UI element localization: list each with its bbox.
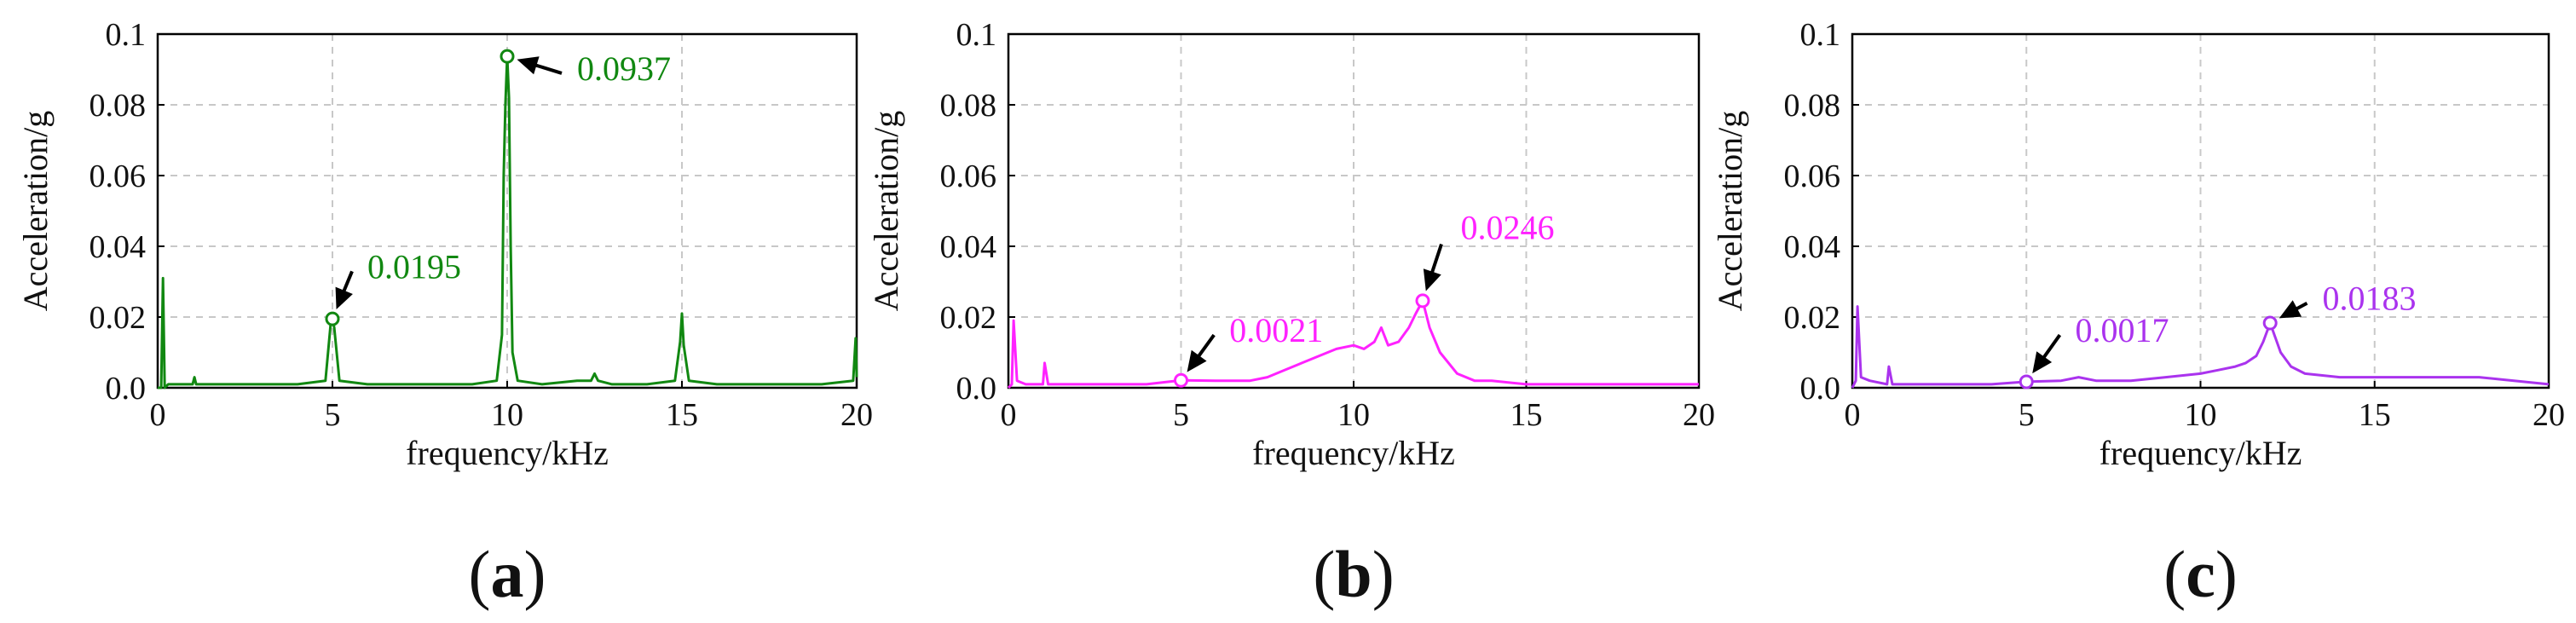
chart-b-y-tick-label: 0.02: [940, 300, 997, 336]
chart-a-x-tick-label: 10: [491, 397, 523, 433]
chart-c-x-axis-title: frequency/kHz: [2099, 434, 2302, 472]
chart-b-x-tick-label: 0: [1001, 397, 1017, 433]
chart-a-panel-label: (a): [469, 537, 546, 611]
chart-a-x-axis-title: frequency/kHz: [406, 434, 609, 472]
chart-b-series-line: [1007, 299, 1699, 389]
chart-a-x-tick-label: 5: [325, 397, 341, 433]
chart-c-x-tick-label: 20: [2533, 397, 2565, 433]
chart-c-annotation-label: 0.0183: [2322, 280, 2416, 318]
chart-b-annotation-label: 0.0021: [1229, 311, 1323, 349]
chart-b-y-tick-label: 0.0: [956, 371, 997, 407]
chart-b-y-tick-label: 0.08: [940, 88, 997, 124]
chart-a-annotation-arrow-head: [335, 286, 353, 309]
chart-c-y-tick-label: 0.02: [1784, 300, 1841, 336]
chart-a-annotation-arrow-head: [517, 56, 540, 75]
chart-a-y-tick-label: 0.08: [90, 88, 147, 124]
chart-c-y-tick-label: 0.08: [1784, 88, 1841, 124]
chart-a-annotation-label: 0.0937: [577, 49, 671, 88]
chart-a-y-axis-title: Acceleration/g: [16, 111, 55, 311]
chart-c-y-tick-label: 0.06: [1784, 159, 1841, 194]
chart-panel-a: 0 5 10 15 20 0.0 0.02 0.04 0.06 0.08 0.1 frequency/…: [16, 17, 873, 611]
chart-a-y-tick-label: 0.0: [106, 371, 147, 407]
chart-c-x-tick-label: 5: [2019, 397, 2035, 433]
chart-c-annotation-arrow-head: [2032, 351, 2053, 374]
chart-a-peak-marker: [325, 311, 340, 326]
chart-c-y-tick-label: 0.1: [1800, 17, 1841, 53]
chart-a-y-tick-label: 0.04: [90, 229, 147, 265]
chart-c-y-tick-label: 0.0: [1800, 371, 1841, 407]
chart-b-panel-letter: b: [1335, 537, 1372, 611]
chart-c-y-axis-title: Acceleration/g: [1711, 111, 1749, 311]
chart-b-x-tick-label: 20: [1683, 397, 1715, 433]
chart-b-annotation-arrow-head: [1423, 268, 1441, 291]
chart-c-x-tick-label: 10: [2185, 397, 2217, 433]
chart-panel-c: 0 5 10 15 20 0.0 0.02 0.04 0.06 0.08 0.1 frequency/…: [1711, 17, 2565, 611]
chart-b-x-tick-label: 10: [1337, 397, 1370, 433]
chart-a-y-tick-label: 0.06: [90, 159, 147, 194]
chart-a-x-tick-label: 15: [666, 397, 698, 433]
chart-a-y-tick-label: 0.1: [106, 17, 147, 53]
chart-b-x-tick-label: 15: [1510, 397, 1543, 433]
chart-c-annotation-label: 0.0017: [2075, 311, 2169, 349]
chart-a-peak-marker: [500, 49, 515, 64]
chart-panel-b: 0 5 10 15 20 0.0 0.02 0.04 0.06 0.08 0.1 frequency/…: [867, 17, 1715, 611]
chart-b-peak-marker: [1174, 372, 1188, 388]
chart-c-x-tick-label: 0: [1845, 397, 1861, 433]
chart-a-annotation-label: 0.0195: [367, 247, 461, 286]
chart-b-x-tick-label: 5: [1173, 397, 1189, 433]
chart-b-panel-label: (b): [1313, 537, 1394, 611]
chart-b-annotation-label: 0.0246: [1461, 209, 1555, 247]
chart-a-y-tick-label: 0.02: [90, 300, 147, 336]
chart-b-annotation-arrow-head: [1187, 349, 1207, 372]
chart-c-peak-marker: [2262, 315, 2278, 331]
chart-c-peak-marker: [2019, 374, 2034, 389]
chart-c-annotation-arrow-head: [2279, 300, 2302, 319]
chart-a-panel-letter: a: [491, 537, 524, 611]
chart-c-y-tick-label: 0.04: [1784, 229, 1841, 265]
chart-b-peak-marker: [1415, 293, 1430, 309]
chart-b-y-axis-title: Acceleration/g: [867, 111, 905, 311]
chart-b-y-tick-label: 0.1: [956, 17, 997, 53]
chart-b-y-tick-label: 0.04: [940, 229, 997, 265]
chart-c-panel-letter: c: [2186, 537, 2215, 611]
chart-b-x-axis-title: frequency/kHz: [1252, 434, 1455, 472]
chart-c-x-tick-label: 15: [2359, 397, 2391, 433]
chart-c-series-line: [1851, 305, 2550, 389]
chart-a-x-tick-label: 0: [150, 397, 166, 433]
chart-c-panel-label: (c): [2163, 537, 2238, 611]
chart-a-x-tick-label: 20: [840, 397, 873, 433]
chart-a-series-line: [158, 55, 858, 389]
chart-b-y-tick-label: 0.06: [940, 159, 997, 194]
